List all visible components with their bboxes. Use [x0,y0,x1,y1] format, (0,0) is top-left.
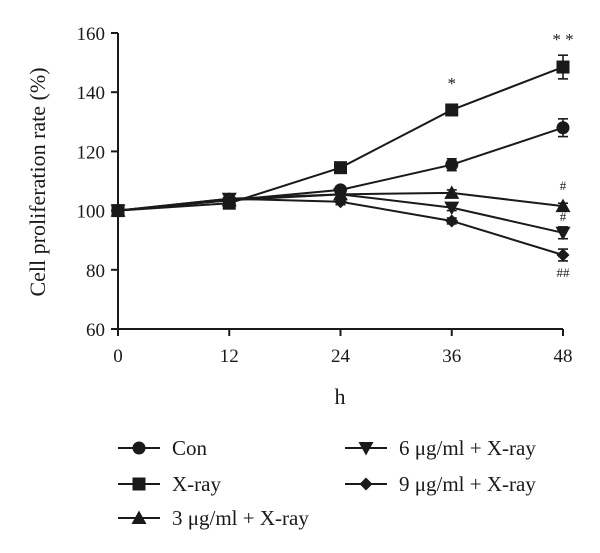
x-tick-label: 36 [442,346,461,367]
legend-marker [359,477,373,491]
data-point [111,204,125,218]
data-point [445,158,459,172]
significance-label: * [448,74,457,93]
x-tick-label: 24 [331,346,351,367]
legend-marker [132,441,146,455]
series-2 [111,54,570,218]
series-group [110,54,571,262]
x-tick-label: 48 [554,346,573,367]
data-point [556,121,570,135]
data-point [556,248,570,262]
data-point [334,195,347,209]
data-point [444,201,460,216]
legend-label: 6 μg/ml + X-ray [399,436,536,460]
y-tick-label: 140 [77,83,106,104]
x-tick-label: 12 [220,346,239,367]
data-point [445,214,459,228]
legend-entry: 9 μg/ml + X-ray [345,472,536,496]
legend-entry: 6 μg/ml + X-ray [345,436,536,460]
y-tick-label: 80 [86,261,105,282]
data-point [556,60,570,74]
data-point [445,103,459,117]
legend-entry: X-ray [118,472,221,496]
legend-label: X-ray [172,472,221,496]
legend-label: Con [172,436,208,460]
data-point [333,188,348,202]
x-axis-title: h [335,384,346,409]
legend-entry: Con [118,436,208,460]
y-tick-label: 60 [86,320,105,341]
legend-entry: 3 μg/ml + X-ray [118,506,309,530]
data-point [555,226,571,241]
legend-marker [358,442,374,456]
ticks: 60 80 100 120 140 160 0 12 24 36 48 [77,24,573,367]
series-5 [111,192,570,262]
y-axis-title: Cell proliferation rate (%) [25,67,50,296]
legend-marker [131,510,147,524]
y-tick-label: 160 [77,24,106,45]
data-point [334,161,347,175]
legend-marker [132,477,146,491]
x-tick-label: 0 [113,346,123,367]
data-point [444,185,460,199]
significance-label: # [560,178,567,193]
significance-label: # [560,209,567,224]
y-tick-label: 100 [77,202,106,223]
y-tick-label: 120 [77,142,106,163]
data-point [555,198,571,213]
axes [117,33,563,330]
data-point [222,192,236,206]
legend-label: 3 μg/ml + X-ray [172,506,309,530]
legend-label: 9 μg/ml + X-ray [399,472,536,496]
legend: Con X-ray 3 μg/ml + X-ray 6 μg/ml + X-ray 9 … [118,436,536,530]
significance-label: * * [552,30,573,49]
annotations: ** *#### [448,30,574,280]
significance-label: ## [557,265,571,280]
